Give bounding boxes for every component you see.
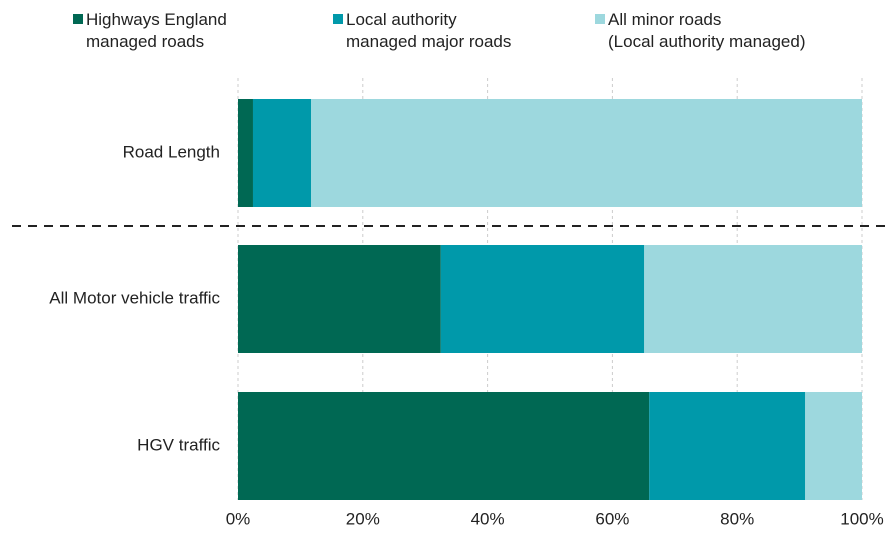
x-tick-label: 40% (471, 509, 505, 528)
x-tick-label: 20% (346, 509, 380, 528)
x-tick-label: 80% (720, 509, 754, 528)
bar-segment (238, 245, 441, 353)
y-tick-label: All Motor vehicle traffic (49, 288, 220, 307)
bar-segment (805, 392, 862, 500)
legend-swatch (73, 14, 83, 24)
x-tick-label: 100% (840, 509, 883, 528)
legend-label: All minor roads (Local authority managed… (608, 10, 806, 51)
bar-segment (440, 245, 645, 353)
legend-swatch (333, 14, 343, 24)
y-tick-label: Road Length (123, 142, 220, 161)
legend-swatch (595, 14, 605, 24)
x-tick-label: 0% (226, 509, 251, 528)
bar-segment (238, 99, 253, 207)
x-tick-label: 60% (595, 509, 629, 528)
legend-label: Local authority managed major roads (346, 10, 512, 51)
legend-entry: Local authority managed major roads (333, 9, 511, 53)
legend-entry: Highways England managed roads (73, 9, 227, 53)
bar-segment (649, 392, 806, 500)
bar-segment (252, 99, 312, 207)
legend-label: Highways England managed roads (86, 10, 227, 51)
bar-segment (238, 392, 650, 500)
bar-segment (311, 99, 862, 207)
bar-segment (644, 245, 862, 353)
legend-entry: All minor roads (Local authority managed… (595, 9, 806, 53)
y-tick-label: HGV traffic (137, 435, 220, 454)
